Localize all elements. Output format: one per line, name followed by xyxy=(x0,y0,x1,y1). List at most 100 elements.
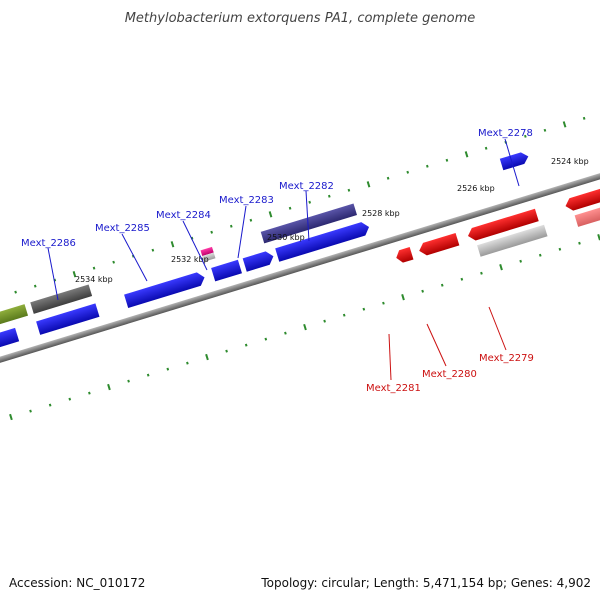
outer-major-tick xyxy=(72,271,77,278)
inner-minor-tick xyxy=(225,349,228,353)
label-mext-2280[interactable]: Mext_2280 xyxy=(422,369,477,380)
scale-label-2524: 2524 kbp xyxy=(551,157,589,166)
inner-minor-tick xyxy=(264,337,268,341)
reverse-gene-callouts: Mext_2279 Mext_2280 Mext_2281 xyxy=(366,306,534,394)
outer-major-tick xyxy=(464,151,469,158)
gene-red-mext-2281[interactable] xyxy=(394,247,414,264)
outer-minor-tick xyxy=(445,158,449,162)
label-mext-2283[interactable]: Mext_2283 xyxy=(219,195,274,206)
scale-label-2528: 2528 kbp xyxy=(362,209,400,218)
genome-backbone xyxy=(0,159,600,371)
label-mext-2284[interactable]: Mext_2284 xyxy=(156,210,211,221)
outer-minor-tick xyxy=(249,218,253,222)
inner-minor-tick xyxy=(342,313,346,317)
outer-minor-tick xyxy=(484,146,488,150)
outer-minor-tick xyxy=(92,266,96,270)
gene-lightgray-reverse[interactable] xyxy=(477,224,548,257)
inner-minor-tick xyxy=(323,319,326,323)
inner-minor-tick xyxy=(68,397,72,401)
inner-minor-tick xyxy=(48,403,52,407)
inner-major-tick xyxy=(401,293,405,301)
outer-major-tick xyxy=(170,241,175,248)
inner-minor-tick xyxy=(578,241,581,245)
map-title: Methylobacterium extorquens PA1, complet… xyxy=(125,11,476,26)
outer-minor-tick xyxy=(426,164,429,168)
gene-red-mext-2280[interactable] xyxy=(417,232,460,257)
gene-red-mext-2279[interactable] xyxy=(466,208,539,242)
outer-minor-tick xyxy=(151,248,155,252)
inner-minor-tick xyxy=(186,361,189,365)
label-mext-2278[interactable]: Mext_2278 xyxy=(478,128,533,139)
inner-major-tick xyxy=(205,353,209,361)
label-mext-2282[interactable]: Mext_2282 xyxy=(279,181,334,192)
inner-tick-row xyxy=(9,234,600,421)
scale-label-2526: 2526 kbp xyxy=(457,184,495,193)
outer-minor-tick xyxy=(406,170,410,174)
scale-label-2532: 2532 kbp xyxy=(171,255,209,264)
forward-genes-inner xyxy=(0,220,371,352)
accession-text: Accession: NC_010172 xyxy=(9,576,146,590)
inner-minor-tick xyxy=(244,343,248,347)
reverse-genes xyxy=(394,188,600,264)
outer-minor-tick xyxy=(33,284,37,288)
inner-minor-tick xyxy=(440,283,444,287)
inner-minor-tick xyxy=(362,307,366,311)
gene-olive[interactable] xyxy=(0,304,29,330)
inner-major-tick xyxy=(499,264,503,271)
inner-minor-tick xyxy=(421,289,424,293)
inner-minor-tick xyxy=(29,409,32,413)
inner-minor-tick xyxy=(146,373,150,377)
outer-major-tick xyxy=(562,121,567,128)
gene-blue-under-2286[interactable] xyxy=(36,303,100,335)
outer-minor-tick xyxy=(112,260,115,264)
inner-minor-tick xyxy=(538,253,542,257)
outer-minor-tick xyxy=(327,194,331,198)
gene-blue-small-a[interactable] xyxy=(211,259,242,282)
gene-red-right-a[interactable] xyxy=(564,188,600,212)
outer-minor-tick xyxy=(524,134,527,138)
gene-blue-mext-2285[interactable] xyxy=(124,271,207,308)
inner-minor-tick xyxy=(519,259,522,263)
label-mext-2279[interactable]: Mext_2279 xyxy=(479,353,534,364)
inner-minor-tick xyxy=(558,247,562,251)
gene-pink-mext-2284[interactable] xyxy=(200,246,214,257)
gene-pink-reverse[interactable] xyxy=(574,195,600,227)
forward-gene-callouts: Mext_2278 Mext_2282 Mext_2283 Mext_2284 … xyxy=(21,128,533,301)
outer-tick-row xyxy=(14,116,586,294)
inner-major-tick xyxy=(303,323,307,331)
forward-genes-outer xyxy=(0,151,530,330)
gene-purple-mext-2282[interactable] xyxy=(260,203,358,244)
gene-gray-mext-2286[interactable] xyxy=(30,284,93,314)
outer-minor-tick xyxy=(582,116,586,120)
outer-minor-tick xyxy=(288,206,292,210)
label-mext-2285[interactable]: Mext_2285 xyxy=(95,223,150,234)
genome-track xyxy=(0,116,600,421)
outer-minor-tick xyxy=(308,200,312,204)
inner-major-tick xyxy=(9,413,13,421)
outer-minor-tick xyxy=(543,128,547,132)
scale-label-2534: 2534 kbp xyxy=(75,275,113,284)
label-mext-2281[interactable]: Mext_2281 xyxy=(366,383,421,394)
inner-minor-tick xyxy=(166,367,170,371)
gene-lightgray-small[interactable] xyxy=(202,252,216,262)
gene-blue-long[interactable] xyxy=(275,220,371,262)
inner-minor-tick xyxy=(480,271,483,275)
outer-minor-tick xyxy=(347,188,351,192)
outer-minor-tick xyxy=(229,224,233,228)
inner-minor-tick xyxy=(284,331,287,335)
scale-labels: 2524 kbp 2526 kbp 2528 kbp 2530 kbp 2532… xyxy=(75,157,589,284)
label-mext-2286[interactable]: Mext_2286 xyxy=(21,238,76,249)
gene-blue-left-edge[interactable] xyxy=(0,327,20,352)
inner-major-tick xyxy=(107,383,111,391)
gene-blue-mext-2283[interactable] xyxy=(242,250,276,272)
outer-minor-tick xyxy=(210,230,213,234)
outer-minor-tick xyxy=(14,290,17,294)
genome-summary-text: Topology: circular; Length: 5,471,154 bp… xyxy=(261,576,591,590)
outer-major-tick xyxy=(366,181,371,188)
inner-minor-tick xyxy=(127,379,130,383)
gene-blue-mext-2278[interactable] xyxy=(499,151,530,171)
outer-minor-tick xyxy=(386,176,390,180)
scale-label-2530: 2530 kbp xyxy=(267,233,305,242)
outer-major-tick xyxy=(268,211,273,218)
